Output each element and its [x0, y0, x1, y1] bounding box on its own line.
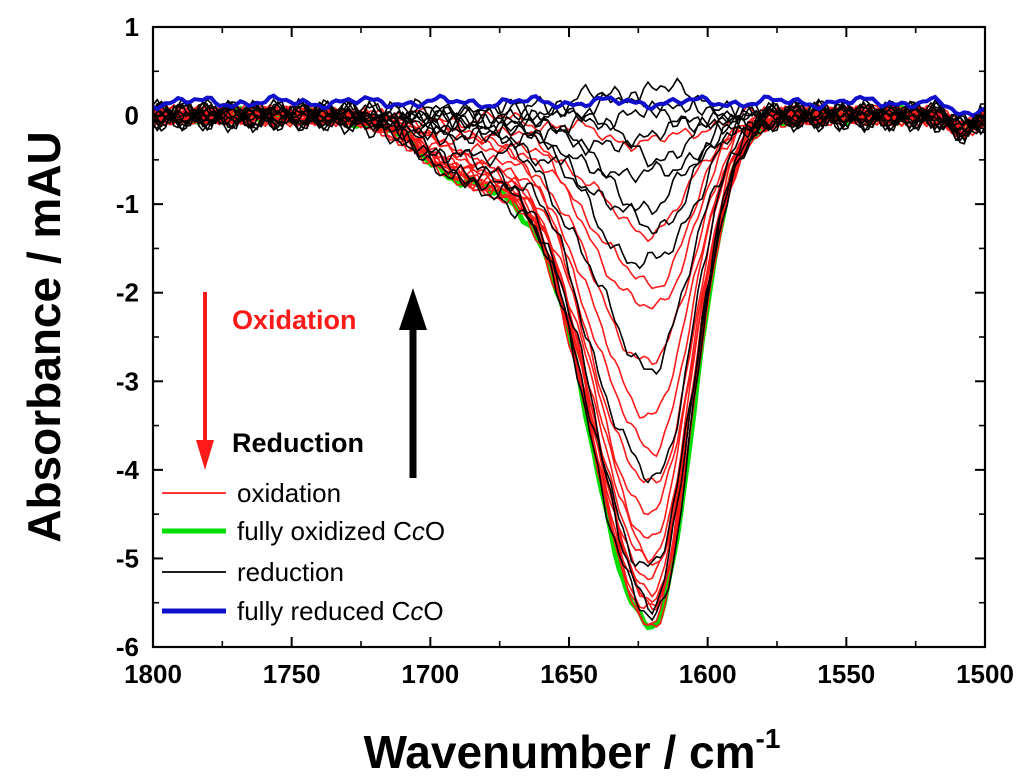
legend-label-reduction: reduction — [237, 557, 344, 587]
legend-label-fully-oxidized: fully oxidized CcO — [237, 516, 445, 546]
curve-oxidation — [152, 104, 986, 628]
reduction-arrow — [399, 288, 427, 478]
x-axis-title-text: Wavenumber / cm — [364, 726, 756, 778]
x-tick-label: 1550 — [817, 659, 875, 689]
y-tick-label: 1 — [125, 12, 139, 42]
legend-label-fully-reduced: fully reduced CcO — [237, 596, 444, 626]
axis-ticks — [152, 26, 986, 648]
y-axis-title: Absorbance / mAU — [18, 131, 70, 543]
y-tick-label: -6 — [116, 632, 139, 662]
x-axis-title: Wavenumber / cm-1 — [364, 723, 781, 778]
x-tick-label: 1700 — [401, 659, 459, 689]
x-tick-label: 1500 — [956, 659, 1014, 689]
oxidation-annotation: Oxidation — [232, 305, 357, 335]
legend: oxidation fully oxidized CcO reduction f… — [162, 478, 445, 626]
oxidation-arrow — [196, 292, 214, 470]
axis-tick-labels: 1800 1750 1700 1650 1600 1550 1500 1 0 -1 -2 -3 -4 -5… — [116, 12, 1014, 689]
legend-entry-fully-oxidized: fully oxidized CcO — [162, 516, 445, 546]
x-tick-label: 1750 — [263, 659, 321, 689]
legend-entry-oxidation: oxidation — [162, 478, 341, 508]
x-axis-title-exponent: -1 — [756, 723, 781, 754]
legend-entry-fully-reduced: fully reduced CcO — [162, 596, 444, 626]
y-tick-label: -3 — [116, 366, 139, 396]
curve-fully-oxidized — [152, 104, 986, 631]
curve-oxidation — [152, 103, 986, 626]
curve-oxidation — [152, 104, 986, 419]
x-tick-label: 1600 — [679, 659, 737, 689]
y-tick-label: -5 — [116, 543, 139, 573]
reduction-annotation: Reduction — [232, 428, 364, 458]
legend-label-oxidation: oxidation — [237, 478, 341, 508]
y-tick-label: -1 — [116, 189, 139, 219]
curve-reduction — [152, 98, 986, 150]
spectra-curves — [152, 77, 986, 631]
curve-oxidation — [152, 104, 986, 484]
curve-reduction — [152, 99, 986, 622]
curve-reduction — [152, 97, 986, 484]
y-tick-label: -2 — [116, 278, 139, 308]
y-tick-label: 0 — [125, 101, 139, 131]
legend-entry-reduction: reduction — [162, 557, 344, 587]
curve-reduction — [152, 100, 985, 184]
x-tick-label: 1650 — [540, 659, 598, 689]
y-tick-label: -4 — [116, 455, 140, 485]
x-tick-label: 1800 — [124, 659, 182, 689]
curve-fully-reduced — [152, 93, 986, 118]
